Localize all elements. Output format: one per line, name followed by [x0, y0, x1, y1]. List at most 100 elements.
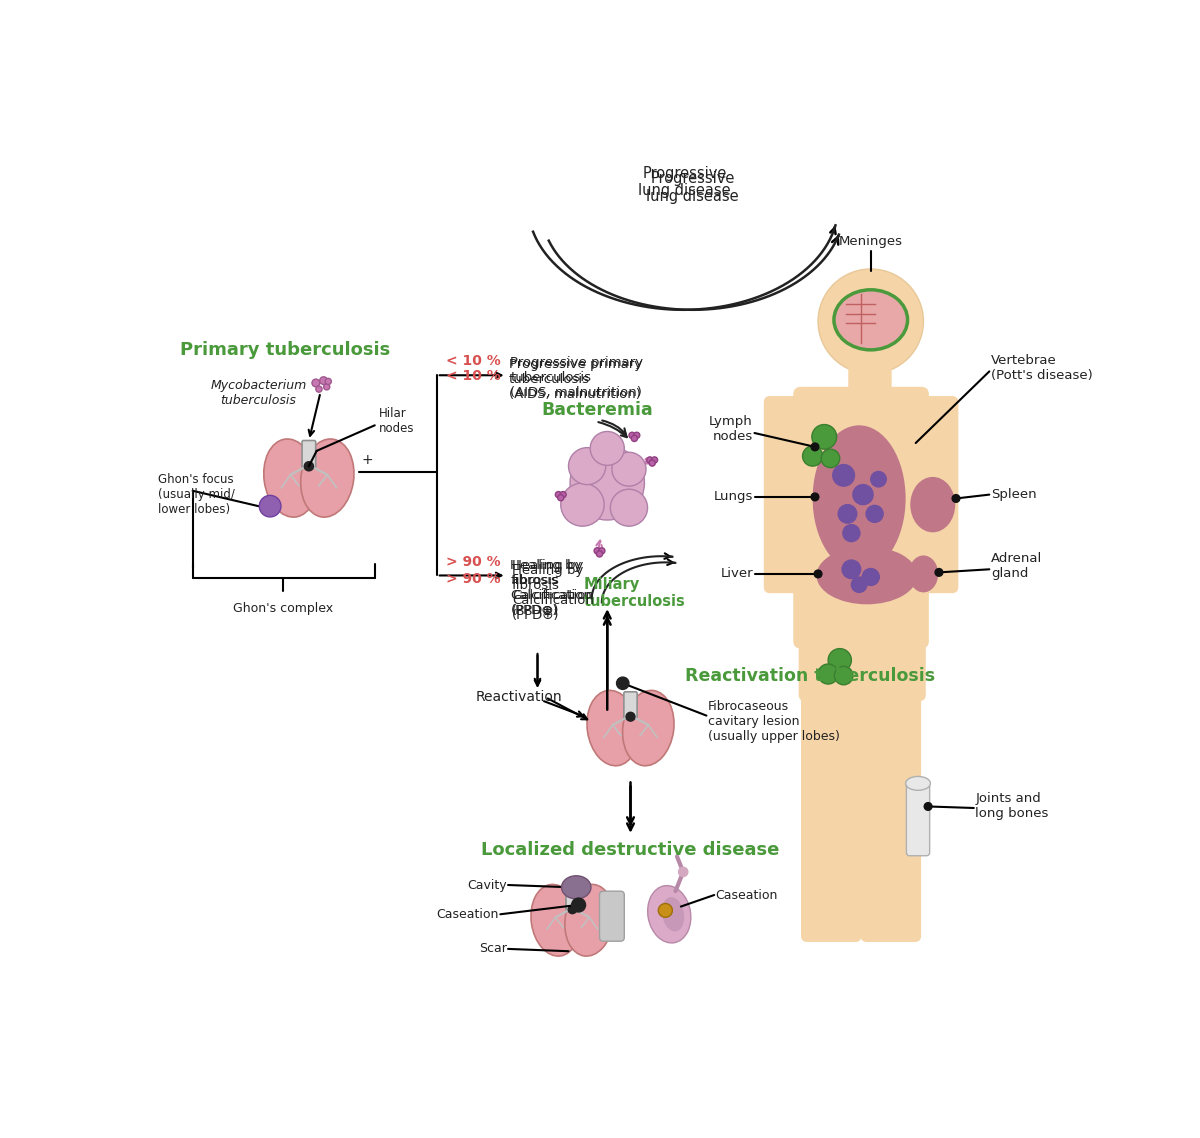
Circle shape: [631, 436, 637, 442]
Circle shape: [924, 802, 932, 810]
Text: Caseation: Caseation: [715, 889, 778, 901]
Ellipse shape: [659, 905, 672, 916]
Circle shape: [828, 649, 851, 671]
Circle shape: [834, 667, 853, 685]
FancyBboxPatch shape: [860, 683, 922, 942]
Text: Lymph
nodes: Lymph nodes: [709, 415, 752, 443]
Circle shape: [316, 386, 322, 393]
Circle shape: [842, 560, 860, 578]
Text: Lungs: Lungs: [714, 490, 752, 503]
Text: Reactivation tuberculosis: Reactivation tuberculosis: [685, 667, 935, 685]
Circle shape: [599, 547, 605, 554]
Ellipse shape: [834, 290, 907, 349]
FancyBboxPatch shape: [906, 781, 930, 856]
FancyBboxPatch shape: [848, 361, 892, 402]
Ellipse shape: [530, 884, 580, 956]
Circle shape: [649, 460, 655, 467]
Ellipse shape: [562, 876, 590, 899]
Text: Progressive primary
tuberculosis
(AIDS, malnutrition): Progressive primary tuberculosis (AIDS, …: [510, 356, 643, 399]
Ellipse shape: [264, 439, 317, 517]
Circle shape: [569, 447, 606, 485]
Text: Adrenal
gland: Adrenal gland: [991, 552, 1042, 580]
Ellipse shape: [623, 691, 674, 766]
Circle shape: [866, 505, 883, 522]
Ellipse shape: [816, 546, 917, 604]
Text: Hilar
nodes: Hilar nodes: [379, 407, 414, 436]
FancyBboxPatch shape: [302, 440, 316, 469]
Circle shape: [821, 450, 840, 468]
Text: Vertebrae
(Pott's disease): Vertebrae (Pott's disease): [991, 354, 1093, 381]
FancyBboxPatch shape: [802, 683, 862, 942]
Ellipse shape: [906, 776, 930, 790]
Circle shape: [871, 471, 887, 487]
Circle shape: [324, 384, 330, 390]
FancyBboxPatch shape: [624, 692, 637, 719]
Text: Reactivation: Reactivation: [475, 690, 562, 704]
Circle shape: [839, 504, 857, 523]
Circle shape: [853, 485, 874, 504]
Circle shape: [558, 495, 564, 501]
Text: Healing by
fibrosis
Calcification
(PPD⊕): Healing by fibrosis Calcification (PPD⊕): [510, 559, 593, 617]
Ellipse shape: [812, 426, 906, 571]
Text: Meninges: Meninges: [839, 236, 902, 248]
Circle shape: [571, 898, 586, 912]
Text: Scar: Scar: [479, 942, 506, 956]
Text: < 10 %: < 10 %: [446, 354, 500, 368]
Circle shape: [647, 456, 653, 463]
Circle shape: [611, 489, 648, 526]
Text: > 90 %: > 90 %: [446, 571, 500, 586]
Circle shape: [811, 493, 818, 501]
Circle shape: [634, 432, 640, 438]
Circle shape: [818, 269, 924, 373]
Circle shape: [803, 446, 823, 467]
Circle shape: [612, 452, 646, 486]
FancyBboxPatch shape: [793, 387, 929, 649]
Circle shape: [652, 456, 658, 463]
Circle shape: [560, 483, 604, 526]
Circle shape: [596, 551, 602, 556]
Text: Healing by
fibrosis
Calcification
(PPD⊕): Healing by fibrosis Calcification (PPD⊕): [512, 564, 594, 621]
Circle shape: [952, 495, 960, 502]
Text: Fibrocaseous
cavitary lesion
(usually upper lobes): Fibrocaseous cavitary lesion (usually up…: [708, 700, 840, 743]
Text: Progressive primary
tuberculosis
(AIDS, malnutrition): Progressive primary tuberculosis (AIDS, …: [509, 358, 642, 402]
Circle shape: [935, 569, 943, 576]
Text: Bacteremia: Bacteremia: [541, 401, 653, 419]
Circle shape: [811, 443, 818, 451]
Circle shape: [568, 905, 577, 914]
Circle shape: [556, 492, 562, 497]
Text: Caseation: Caseation: [437, 908, 499, 921]
Circle shape: [560, 492, 566, 497]
Text: Progressive
lung disease: Progressive lung disease: [646, 171, 739, 204]
Text: > 90 %: > 90 %: [446, 555, 500, 569]
Ellipse shape: [565, 884, 613, 956]
Circle shape: [678, 867, 688, 876]
Text: < 10 %: < 10 %: [446, 369, 500, 384]
Text: Mycobacterium
tuberculosis: Mycobacterium tuberculosis: [210, 379, 307, 407]
Circle shape: [629, 432, 635, 438]
Ellipse shape: [301, 439, 354, 517]
Ellipse shape: [911, 477, 955, 533]
Ellipse shape: [662, 897, 684, 931]
Circle shape: [851, 577, 866, 593]
Circle shape: [319, 377, 328, 385]
Text: Spleen: Spleen: [991, 488, 1037, 501]
FancyBboxPatch shape: [566, 885, 578, 912]
Circle shape: [617, 677, 629, 690]
Text: Healing by
fibrosis
Calcification
(PPD⊕): Healing by fibrosis Calcification (PPD⊕): [512, 559, 594, 617]
Ellipse shape: [648, 885, 691, 943]
Circle shape: [312, 379, 319, 387]
Circle shape: [570, 446, 644, 520]
FancyBboxPatch shape: [799, 627, 925, 701]
Text: Miliary
tuberculosis: Miliary tuberculosis: [584, 577, 685, 610]
FancyBboxPatch shape: [600, 891, 624, 941]
Text: Primary tuberculosis: Primary tuberculosis: [180, 340, 391, 358]
Ellipse shape: [587, 691, 638, 766]
Circle shape: [842, 525, 860, 542]
Circle shape: [626, 712, 635, 721]
Circle shape: [818, 663, 839, 684]
Circle shape: [305, 462, 313, 471]
Text: Cavity: Cavity: [467, 879, 506, 891]
Text: Ghon's complex: Ghon's complex: [233, 602, 334, 616]
Text: Ghon's focus
(usually mid/
lower lobes): Ghon's focus (usually mid/ lower lobes): [157, 473, 235, 517]
Text: Progressive
lung disease: Progressive lung disease: [638, 166, 731, 198]
